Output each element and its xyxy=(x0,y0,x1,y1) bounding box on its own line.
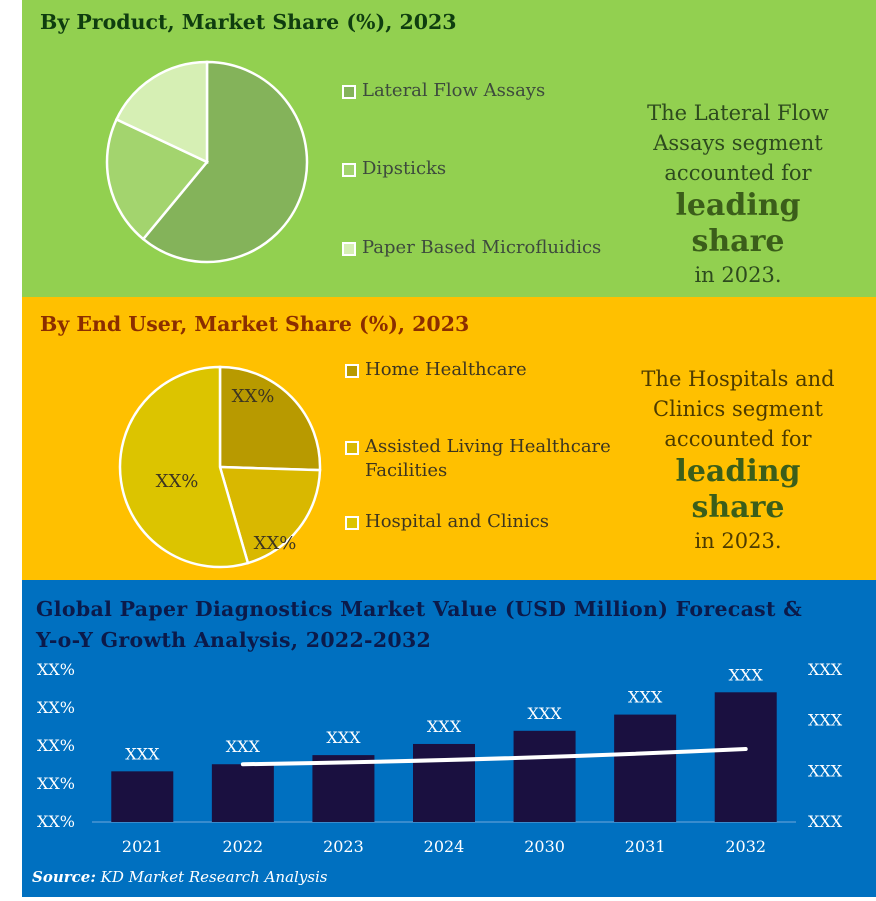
legend-label: Paper Based Microfluidics xyxy=(362,237,602,258)
legend-label: Dipsticks xyxy=(362,158,447,179)
pie-slice xyxy=(218,465,322,565)
legend-swatch xyxy=(342,85,356,99)
right-axis-tick: XXX xyxy=(808,812,843,831)
right-axis-tick: XXX xyxy=(808,761,843,780)
bar-data-label: XXX xyxy=(527,704,562,723)
legend-item: Assisted Living Healthcare Facilities xyxy=(345,435,615,483)
bar xyxy=(714,692,777,822)
left-axis-tick: XX% xyxy=(37,812,75,831)
legend-item: Hospital and Clinics xyxy=(345,510,549,534)
legend-label: Home Healthcare xyxy=(365,359,527,380)
end-user-pie-chart: XX% XX% XX% xyxy=(118,365,322,569)
callout-text: in 2023. xyxy=(694,263,782,287)
legend-item: Lateral Flow Assays xyxy=(342,79,545,103)
bar-data-label: XXX xyxy=(125,744,160,763)
bar-data-label: XXX xyxy=(326,728,361,747)
legend-label: Assisted Living Healthcare Facilities xyxy=(365,436,611,481)
source-note: Source: KD Market Research Analysis xyxy=(32,868,327,886)
bar xyxy=(211,764,274,822)
legend-swatch xyxy=(342,242,356,256)
end-user-callout: The Hospitals and Clinics segment accoun… xyxy=(628,364,848,556)
forecast-title: Global Paper Diagnostics Market Value (U… xyxy=(36,597,803,652)
bar-data-label: XXX xyxy=(226,737,261,756)
bar-data-label: XXX xyxy=(628,688,663,707)
bar xyxy=(413,743,475,822)
source-label: Source: xyxy=(32,868,96,886)
x-tick-label: 2024 xyxy=(424,837,465,855)
bar xyxy=(614,714,677,822)
callout-highlight: leading share xyxy=(675,188,801,259)
pie-data-label: XX% xyxy=(156,471,199,492)
left-axis-tick: XX% xyxy=(37,698,75,717)
pie-data-label: XX% xyxy=(254,533,297,554)
product-panel: By Product, Market Share (%), 2023 Later… xyxy=(22,0,876,297)
product-pie-chart xyxy=(105,60,309,264)
product-title: By Product, Market Share (%), 2023 xyxy=(40,10,457,34)
legend-item: Dipsticks xyxy=(342,157,446,181)
bar xyxy=(111,771,174,822)
legend-swatch xyxy=(345,516,359,530)
legend-swatch xyxy=(342,163,356,177)
right-axis-tick: XXX xyxy=(808,660,843,679)
bar xyxy=(312,755,375,822)
end-user-panel: By End User, Market Share (%), 2023 XX% X… xyxy=(22,297,876,580)
x-tick-label: 2023 xyxy=(323,837,364,855)
left-axis-tick: XX% xyxy=(37,774,75,793)
forecast-bar-chart: XXX 2021 XXX 2022 XXX 2023 XXX 2024 XXX 2030 XXX 20… xyxy=(37,660,843,855)
end-user-title: By End User, Market Share (%), 2023 xyxy=(40,312,470,336)
x-tick-label: 2031 xyxy=(625,837,666,855)
product-callout: The Lateral Flow Assays segment accounte… xyxy=(632,98,844,290)
pie-slice xyxy=(118,365,250,569)
source-text: KD Market Research Analysis xyxy=(100,868,328,886)
forecast-panel: Global Paper Diagnostics Market Value (U… xyxy=(22,580,876,897)
bar-data-label: XXX xyxy=(729,665,764,684)
pie-slice xyxy=(141,60,309,264)
bar-data-label: XXX xyxy=(427,717,462,736)
x-tick-label: 2021 xyxy=(122,837,163,855)
callout-text: The Lateral Flow Assays segment accounte… xyxy=(647,101,829,185)
x-tick-label: 2022 xyxy=(222,837,263,855)
x-tick-label: 2032 xyxy=(725,837,766,855)
left-axis-tick: XX% xyxy=(37,736,75,755)
legend-label: Lateral Flow Assays xyxy=(362,80,546,101)
pie-slice xyxy=(114,60,209,164)
growth-line xyxy=(240,747,748,767)
pie-slice xyxy=(105,117,209,241)
callout-text: in 2023. xyxy=(694,529,782,553)
right-axis-tick: XXX xyxy=(808,711,843,730)
legend-item: Paper Based Microfluidics xyxy=(342,236,601,260)
x-tick-label: 2030 xyxy=(524,837,565,855)
pie-data-label: XX% xyxy=(232,386,275,407)
bar xyxy=(513,730,576,822)
legend-swatch xyxy=(345,364,359,378)
legend-label: Hospital and Clinics xyxy=(365,511,550,532)
legend-swatch xyxy=(345,441,359,455)
callout-text: The Hospitals and Clinics segment accoun… xyxy=(641,367,835,451)
callout-highlight: leading share xyxy=(675,454,801,525)
legend-item: Home Healthcare xyxy=(345,358,527,382)
left-axis-tick: XX% xyxy=(37,660,75,679)
pie-slice xyxy=(218,365,322,472)
